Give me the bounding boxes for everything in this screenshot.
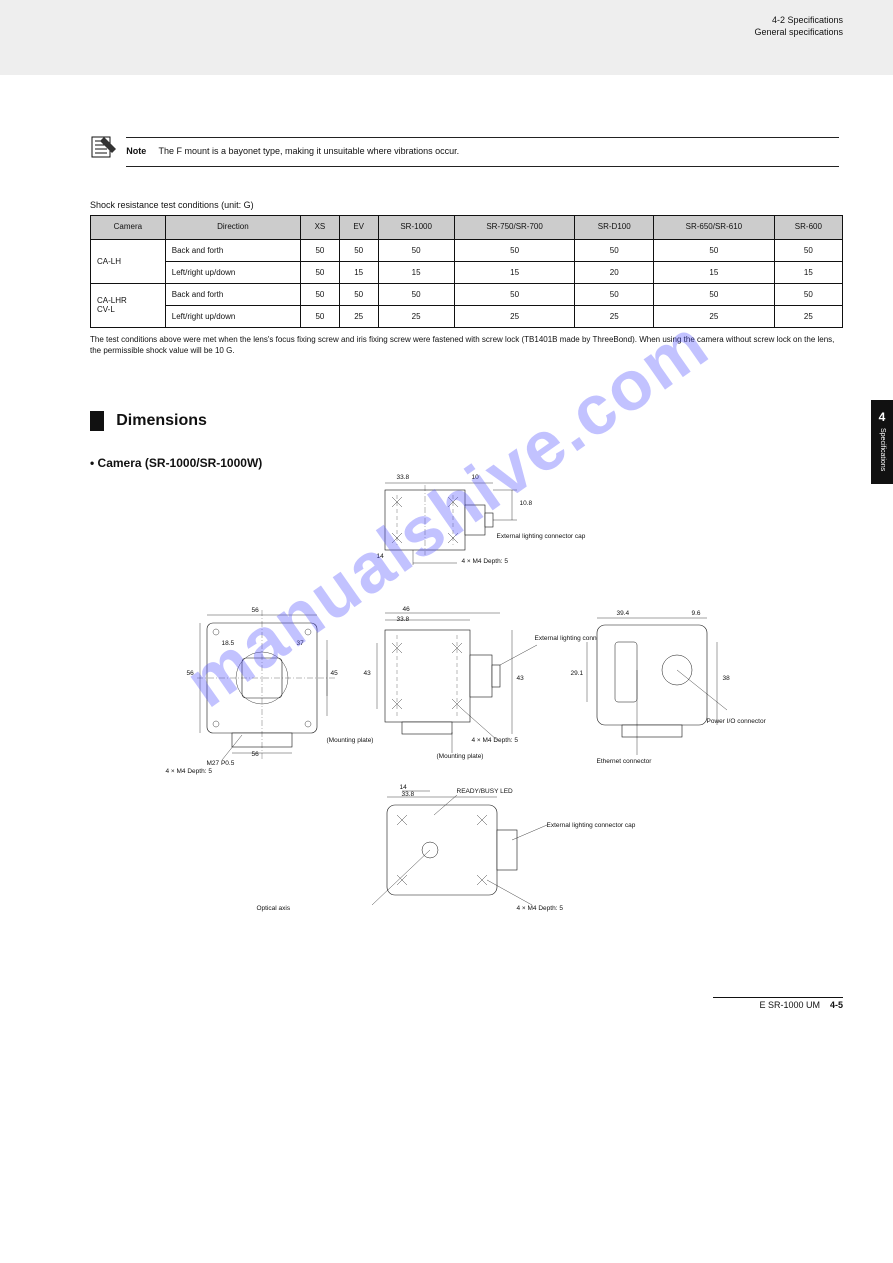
td: 15 bbox=[378, 261, 454, 283]
spec-table: Camera Direction XS EV SR-1000 SR-750/SR… bbox=[90, 215, 843, 328]
dimension-drawing: 33.8 10 10.8 14 4 × M4 Depth: 5 External… bbox=[137, 475, 797, 945]
h3: • Camera (SR-1000/SR-1000W) bbox=[90, 456, 843, 470]
lbl: 4 × M4 Depth: 5 bbox=[166, 768, 212, 775]
dim: 29.1 bbox=[571, 670, 584, 677]
th: SR-650/SR-610 bbox=[654, 216, 775, 240]
td: 25 bbox=[378, 305, 454, 327]
td: 50 bbox=[575, 283, 654, 305]
td: 50 bbox=[454, 239, 575, 261]
dim: 14 bbox=[377, 553, 384, 560]
side-tab: 4 Specifications bbox=[871, 400, 893, 484]
lbl: Optical axis bbox=[257, 905, 291, 912]
td: 50 bbox=[301, 283, 340, 305]
dim: 10.8 bbox=[520, 500, 533, 507]
dim: 10 bbox=[472, 474, 479, 481]
note-icon bbox=[90, 135, 124, 161]
td: Left/right up/down bbox=[165, 305, 300, 327]
lbl: Power I/O connector bbox=[707, 718, 766, 725]
td: 15 bbox=[654, 261, 775, 283]
td: 50 bbox=[575, 239, 654, 261]
dim: 56 bbox=[252, 607, 259, 614]
td: 50 bbox=[339, 239, 378, 261]
th: SR-600 bbox=[774, 216, 842, 240]
dim: 37 bbox=[297, 640, 304, 647]
side-tab-num: 4 bbox=[875, 410, 889, 424]
td: CA-LHRCV-L bbox=[91, 283, 166, 327]
lbl: (Mounting plate) bbox=[327, 737, 374, 744]
td: 50 bbox=[654, 239, 775, 261]
header-band: 4-2 Specifications General specification… bbox=[0, 0, 893, 75]
td: Left/right up/down bbox=[165, 261, 300, 283]
dim: 38 bbox=[723, 675, 730, 682]
td: 20 bbox=[575, 261, 654, 283]
th: Direction bbox=[165, 216, 300, 240]
h2: Dimensions bbox=[116, 412, 207, 430]
dim: 33.8 bbox=[397, 474, 410, 481]
th: SR-D100 bbox=[575, 216, 654, 240]
footer: E SR-1000 UM 4-5 bbox=[0, 985, 893, 1025]
td: 50 bbox=[301, 305, 340, 327]
dim: 43 bbox=[364, 670, 371, 677]
td: 50 bbox=[454, 283, 575, 305]
th: SR-750/SR-700 bbox=[454, 216, 575, 240]
lbl: (Mounting plate) bbox=[437, 753, 484, 760]
dim: 9.6 bbox=[692, 610, 701, 617]
side-tab-text: Specifications bbox=[878, 428, 886, 471]
td: Back and forth bbox=[165, 239, 300, 261]
td: 50 bbox=[378, 283, 454, 305]
td: 25 bbox=[654, 305, 775, 327]
breadcrumb: 4-2 Specifications bbox=[754, 14, 843, 26]
dim: 45 bbox=[331, 670, 338, 677]
dim: 33.8 bbox=[402, 791, 415, 798]
td: Back and forth bbox=[165, 283, 300, 305]
dim: 56 bbox=[252, 751, 259, 758]
th: Camera bbox=[91, 216, 166, 240]
th: SR-1000 bbox=[378, 216, 454, 240]
td: 25 bbox=[339, 305, 378, 327]
td: 50 bbox=[301, 261, 340, 283]
breadcrumb-sub: General specifications bbox=[754, 26, 843, 38]
footer-page: 4-5 bbox=[830, 1000, 843, 1010]
footer-doc: E SR-1000 UM bbox=[759, 1000, 820, 1010]
lbl: External lighting connector cap bbox=[547, 822, 636, 829]
td: 50 bbox=[774, 239, 842, 261]
dim: 56 bbox=[187, 670, 194, 677]
h2-bar-icon bbox=[90, 411, 104, 431]
th: XS bbox=[301, 216, 340, 240]
dim: 18.5 bbox=[222, 640, 235, 647]
td: 25 bbox=[774, 305, 842, 327]
td: 15 bbox=[339, 261, 378, 283]
table-note: The test conditions above were met when … bbox=[90, 334, 843, 356]
lbl: 4 × M4 Depth: 5 bbox=[462, 558, 508, 565]
td: 50 bbox=[654, 283, 775, 305]
note-label: Note bbox=[126, 146, 146, 156]
table-title: Shock resistance test conditions (unit: … bbox=[90, 200, 843, 210]
lbl: 4 × M4 Depth: 5 bbox=[517, 905, 563, 912]
lbl: READY/BUSY LED bbox=[457, 788, 513, 795]
lbl: External lighting connector cap bbox=[497, 533, 586, 540]
note-text: The F mount is a bayonet type, making it… bbox=[158, 146, 459, 156]
lbl: Ethernet connector bbox=[597, 758, 652, 765]
td: 15 bbox=[774, 261, 842, 283]
td: 25 bbox=[575, 305, 654, 327]
td: 50 bbox=[378, 239, 454, 261]
td: 25 bbox=[454, 305, 575, 327]
lbl: M27 P0.5 bbox=[207, 760, 235, 767]
dim: 39.4 bbox=[617, 610, 630, 617]
td: CA-LH bbox=[91, 239, 166, 283]
dim: 33.8 bbox=[397, 616, 410, 623]
dim: 43 bbox=[517, 675, 524, 682]
lbl: 4 × M4 Depth: 5 bbox=[472, 737, 518, 744]
td: 50 bbox=[301, 239, 340, 261]
td: 50 bbox=[774, 283, 842, 305]
td: 15 bbox=[454, 261, 575, 283]
dim: 14 bbox=[400, 784, 407, 791]
td: 50 bbox=[339, 283, 378, 305]
dim: 46 bbox=[403, 606, 410, 613]
th: EV bbox=[339, 216, 378, 240]
